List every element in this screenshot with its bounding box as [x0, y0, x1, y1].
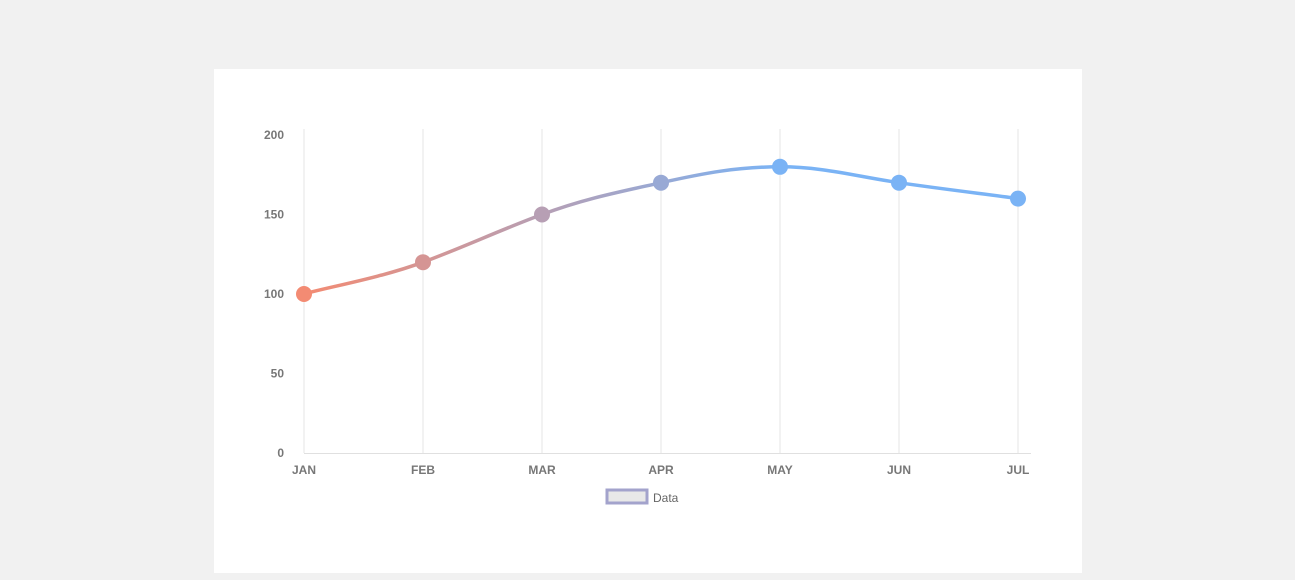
x-tick-label: MAY [767, 463, 793, 477]
data-point[interactable] [534, 206, 550, 223]
data-point[interactable] [415, 254, 431, 271]
legend-label[interactable]: Data [653, 491, 679, 505]
x-tick-label: JAN [292, 463, 316, 477]
x-tick-label: MAR [528, 463, 556, 477]
x-tick-label: FEB [411, 463, 435, 477]
y-tick-label: 150 [264, 208, 284, 222]
y-tick-label: 0 [277, 446, 284, 460]
data-point[interactable] [653, 174, 669, 191]
y-tick-label: 50 [271, 367, 285, 381]
legend[interactable]: Data [605, 488, 679, 505]
data-point[interactable] [772, 158, 788, 175]
x-tick-label: APR [648, 463, 674, 477]
legend-swatch[interactable] [605, 488, 649, 505]
y-tick-label: 100 [264, 287, 284, 301]
x-tick-label: JUN [887, 463, 911, 477]
data-point[interactable] [296, 286, 312, 302]
x-tick-label: JUL [1007, 463, 1030, 477]
data-point[interactable] [1010, 190, 1026, 207]
y-tick-label: 200 [264, 128, 284, 142]
data-point[interactable] [891, 174, 907, 191]
